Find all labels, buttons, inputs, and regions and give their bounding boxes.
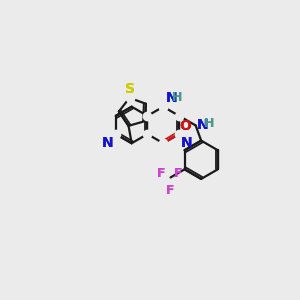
Text: N: N (197, 118, 208, 132)
Text: N: N (102, 136, 114, 150)
Text: F: F (166, 184, 175, 197)
Text: H: H (204, 117, 214, 130)
Text: H: H (204, 117, 214, 130)
Text: S: S (124, 82, 134, 96)
Text: N: N (165, 91, 177, 105)
Text: O: O (179, 118, 191, 133)
Text: H: H (172, 91, 182, 104)
Text: N: N (165, 91, 177, 105)
Text: S: S (124, 82, 134, 96)
Text: F: F (166, 184, 175, 197)
Text: F: F (174, 167, 183, 180)
Text: N: N (102, 136, 114, 150)
Text: F: F (157, 167, 165, 180)
Text: N: N (181, 136, 193, 150)
Text: N: N (181, 136, 193, 150)
Text: F: F (174, 167, 183, 180)
Text: H: H (172, 91, 182, 104)
Text: N: N (197, 118, 208, 132)
Text: F: F (157, 167, 165, 180)
Text: O: O (179, 118, 191, 133)
